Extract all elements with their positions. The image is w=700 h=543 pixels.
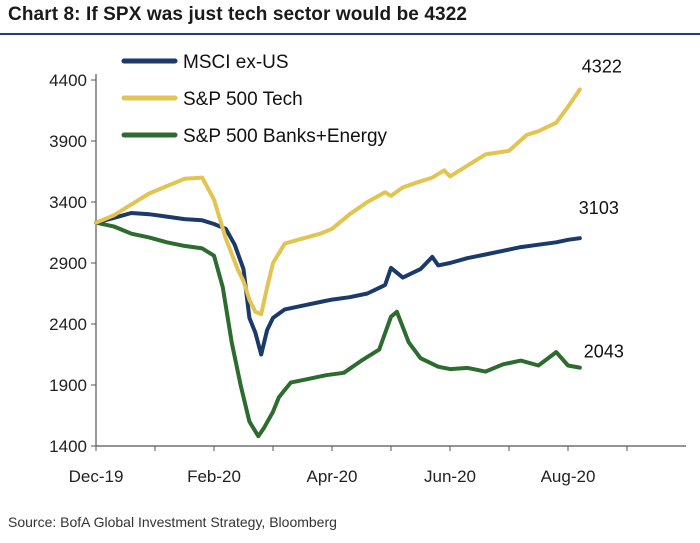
chart-axes: 1400 1900 2400 2900 3400 3900 4400 Dec-19 Feb-20… bbox=[49, 71, 686, 486]
y-tick-label: 2900 bbox=[49, 254, 87, 273]
x-tick-label: Apr-20 bbox=[306, 467, 357, 486]
x-tick-label: Aug-20 bbox=[541, 467, 596, 486]
series-line-2 bbox=[94, 220, 582, 439]
title-divider bbox=[0, 33, 700, 35]
chart-legend: MSCI ex-US S&P 500 Tech S&P 500 Banks+Ener… bbox=[121, 52, 388, 147]
source-note: Source: BofA Global Investment Strategy,… bbox=[8, 514, 337, 530]
legend-label: S&P 500 Tech bbox=[183, 89, 303, 110]
chart-title: Chart 8: If SPX was just tech sector wou… bbox=[8, 4, 468, 25]
end-value-label: 4322 bbox=[582, 57, 622, 77]
series-line-0 bbox=[94, 211, 582, 357]
y-tick-label: 1400 bbox=[49, 437, 87, 456]
legend-label: S&P 500 Banks+Energy bbox=[183, 126, 388, 147]
y-tick-label: 4400 bbox=[49, 71, 87, 90]
y-tick-label: 3400 bbox=[49, 193, 87, 212]
x-tick-label: Jun-20 bbox=[424, 467, 476, 486]
end-value-labels: 3103 4322 2043 bbox=[579, 57, 624, 362]
end-value-label: 3103 bbox=[579, 198, 619, 218]
x-tick-label: Feb-20 bbox=[187, 467, 241, 486]
chart-lines bbox=[94, 87, 582, 439]
legend-label: MSCI ex-US bbox=[183, 52, 289, 73]
y-tick-label: 2400 bbox=[49, 315, 87, 334]
y-tick-label: 3900 bbox=[49, 132, 87, 151]
x-tick-label: Dec-19 bbox=[69, 467, 124, 486]
series-line-1 bbox=[94, 87, 582, 317]
end-value-label: 2043 bbox=[584, 342, 624, 362]
y-tick-label: 1900 bbox=[49, 376, 87, 395]
